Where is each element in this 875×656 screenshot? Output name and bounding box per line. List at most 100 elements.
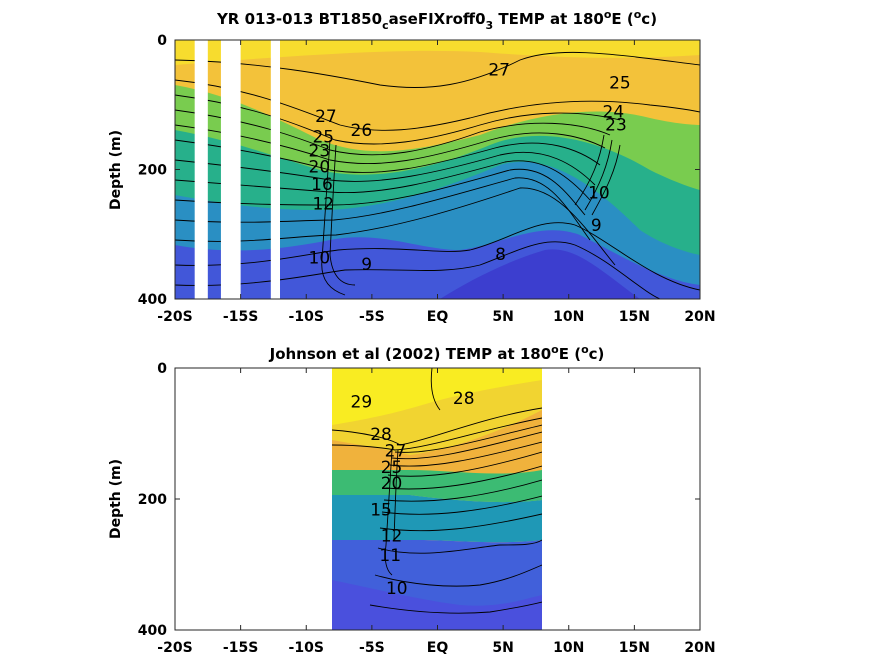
bottom-title-sup2: o: [581, 343, 589, 356]
top-contour: [175, 177, 591, 241]
bottom-contour-label: 29: [351, 392, 373, 412]
top-y-ticks: 0 200 400: [138, 33, 700, 308]
top-contour-label: 26: [351, 121, 373, 141]
top-contour-label: 10: [588, 184, 610, 204]
bottom-x-ticks: -20S -15S -10S -5S EQ 5N 10N 15N 20N: [157, 368, 716, 656]
top-title-sup: o: [604, 8, 612, 21]
bottom-contour-label: 25: [381, 458, 403, 478]
top-title-tail: TEMP at 180: [493, 10, 604, 28]
top-missing-band: [220, 40, 241, 299]
top-contour-label: 27: [315, 107, 337, 127]
bottom-contour-label: 20: [381, 474, 403, 494]
top-fill-deep: [440, 249, 640, 299]
bottom-contour-label: 12: [381, 527, 403, 547]
top-contour: [175, 187, 616, 266]
bottom-y-tick-label: 200: [138, 492, 167, 508]
top-field: [175, 40, 700, 299]
bottom-panel-title: Johnson et al (2002) TEMP at 180oE (oc): [269, 343, 605, 363]
top-contour: [175, 222, 700, 291]
bottom-contour: [377, 539, 542, 554]
bottom-fill-orange: [332, 410, 542, 474]
bottom-y-label: Depth (m): [108, 459, 124, 539]
bottom-contour: [383, 479, 542, 502]
top-panel: YR 013-013 BT1850caseFIXroff03 TEMP at 1…: [108, 8, 716, 325]
top-contour-label: 10: [309, 248, 331, 268]
top-contour-label: 20: [309, 158, 331, 178]
top-title-sub2: 3: [486, 19, 494, 32]
top-x-tick-label: 20N: [684, 309, 715, 325]
top-title-sub: c: [382, 19, 389, 32]
top-contour: [175, 160, 591, 201]
bottom-x-tick-label: -10S: [289, 640, 324, 656]
bottom-fill-teal: [332, 495, 542, 543]
bottom-contour: [393, 449, 399, 541]
top-contour-label: 23: [309, 142, 331, 162]
top-contour-label: 9: [361, 255, 372, 275]
top-title-mid: aseFIXroff0: [389, 10, 486, 28]
top-panel-title: YR 013-013 BT1850caseFIXroff03 TEMP at 1…: [216, 8, 657, 32]
bottom-title-end: E (: [559, 345, 581, 363]
bottom-x-tick-label: -20S: [157, 640, 192, 656]
bottom-fill-warm: [332, 368, 542, 425]
bottom-contour: [379, 513, 542, 532]
bottom-fill-green: [332, 470, 542, 503]
bottom-title-close: c): [589, 345, 605, 363]
top-x-tick-label: -5S: [359, 309, 385, 325]
bottom-y-tick-label: 0: [157, 361, 167, 377]
top-contour: [175, 51, 700, 89]
top-contour: [175, 151, 596, 186]
bottom-x-tick-label: 5N: [492, 640, 513, 656]
top-contour: [321, 139, 346, 296]
top-x-tick-label: 5N: [492, 309, 513, 325]
bottom-contour: [387, 451, 542, 477]
top-contour-label: 8: [495, 245, 506, 265]
bottom-contour: [374, 564, 542, 587]
top-contour: [175, 94, 621, 145]
bottom-fill-deep: [332, 580, 542, 630]
bottom-title-main: Johnson et al (2002) TEMP at 180: [269, 345, 552, 363]
top-y-label: Depth (m): [108, 130, 124, 210]
top-missing-band: [194, 40, 208, 299]
top-title-main: YR 013-013 BT1850: [216, 10, 382, 28]
bottom-contour-label: 15: [370, 500, 392, 520]
bottom-contour-label: 28: [453, 389, 475, 409]
top-contour: [175, 79, 700, 131]
bottom-contours: [332, 368, 542, 614]
top-contour: [584, 139, 613, 211]
top-contour: [175, 124, 606, 165]
bottom-contour: [430, 368, 441, 411]
bottom-x-tick-label: 15N: [619, 640, 650, 656]
top-contour: [329, 144, 356, 286]
top-fill-warm: [175, 40, 700, 65]
bottom-contour: [389, 441, 542, 467]
top-title-sup2: o: [634, 8, 642, 21]
top-contour-label: 12: [312, 195, 334, 215]
bottom-x-tick-label: 10N: [553, 640, 584, 656]
top-contour: [175, 139, 601, 173]
top-title-close: c): [641, 10, 657, 28]
top-x-ticks: -20S -15S -10S -5S EQ 5N 10N 15N 20N: [157, 40, 716, 325]
bottom-x-tick-label: -5S: [359, 640, 385, 656]
top-title-end: E (: [611, 10, 633, 28]
top-contour: [175, 241, 661, 299]
bottom-contour: [394, 424, 542, 453]
bottom-y-tick-label: 400: [138, 623, 167, 639]
top-x-tick-label: 15N: [619, 309, 650, 325]
bottom-contour: [332, 407, 542, 446]
top-x-tick-label: 10N: [553, 309, 584, 325]
bottom-panel: Johnson et al (2002) TEMP at 180oE (oc): [108, 343, 716, 656]
top-contour-label: 25: [609, 74, 631, 94]
top-contour-label: 24: [603, 103, 625, 123]
top-contour-label: 25: [312, 127, 334, 147]
bottom-contour: [391, 431, 542, 460]
bottom-contour: [381, 495, 542, 515]
top-contour-label: 23: [605, 116, 627, 136]
bottom-contour-label: 27: [385, 441, 407, 461]
top-contour-label: 9: [591, 216, 602, 236]
bottom-title-sup: o: [551, 343, 559, 356]
top-contour-label: 16: [311, 175, 333, 195]
bottom-contour: [384, 449, 393, 576]
